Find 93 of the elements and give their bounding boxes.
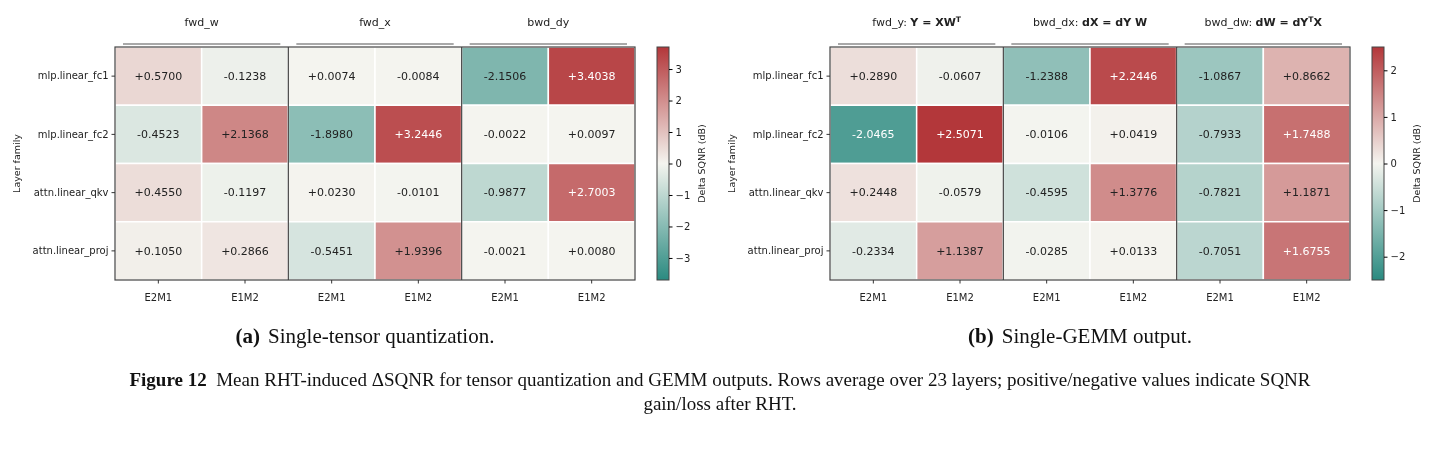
y-tick-label: mlp.linear_fc2 <box>752 128 824 141</box>
data-label: -1.2388 <box>1025 69 1068 83</box>
data-label: -0.0084 <box>397 69 440 83</box>
data-label: +0.0133 <box>1109 244 1158 258</box>
x-tick-label: E2M1 <box>317 291 346 303</box>
x-tick-label: E1M2 <box>1292 291 1321 303</box>
y-tick-label: mlp.linear_fc1 <box>752 70 824 83</box>
data-label: +0.1050 <box>134 244 183 258</box>
data-label: +2.2446 <box>1109 69 1158 83</box>
data-label: +1.3776 <box>1109 186 1158 200</box>
data-label: -1.8980 <box>310 128 353 142</box>
data-label: -0.2334 <box>852 244 895 258</box>
data-label: -0.0106 <box>1025 128 1068 142</box>
x-tick-label: E2M1 <box>491 291 519 303</box>
text: (b) Single-GEMM output. <box>968 324 1192 348</box>
data-label: -0.5451 <box>310 244 353 258</box>
x-tick-label: E1M2 <box>231 291 259 303</box>
data-label: +2.5071 <box>936 128 984 142</box>
color-bar-label: 1 <box>675 126 682 138</box>
data-label: -0.0285 <box>1025 244 1068 258</box>
data-label: +1.1387 <box>936 244 984 258</box>
y-tick-label: attn.linear_qkv <box>748 186 824 199</box>
data-label: +0.0230 <box>307 186 356 200</box>
data-label: +1.1871 <box>1282 186 1331 200</box>
x-tick-label: E2M1 <box>1206 291 1234 303</box>
y-axis-title: Layer family <box>726 133 737 193</box>
x-tick-label: E1M2 <box>1119 291 1148 303</box>
data-label: +0.2448 <box>849 186 898 200</box>
data-label: -0.1197 <box>223 186 267 200</box>
color-bar-label: −1 <box>675 189 691 201</box>
data-label: -0.7821 <box>1198 186 1242 200</box>
x-tick-label: E1M2 <box>577 291 606 303</box>
y-tick-label: mlp.linear_fc2 <box>37 128 109 141</box>
data-label: +0.4550 <box>134 186 183 200</box>
color-bar-label: 3 <box>675 63 682 75</box>
data-label: +0.0419 <box>1109 128 1158 142</box>
x-tick-label: E2M1 <box>1032 291 1061 303</box>
text: bwd_dx: dX = dY W <box>1032 16 1148 29</box>
text: fwd_x <box>359 16 392 29</box>
data-label: -0.9877 <box>483 186 527 200</box>
data-label: +0.8662 <box>1282 69 1331 83</box>
data-label: +1.6755 <box>1282 244 1331 258</box>
text: bwd_dy <box>527 16 570 29</box>
color-bar-label: 1 <box>1390 111 1397 123</box>
data-label: +0.5700 <box>134 69 183 83</box>
data-label: -0.7933 <box>1198 128 1242 142</box>
color-bar-label: −1 <box>1390 204 1406 216</box>
data-label: -0.0607 <box>938 69 982 83</box>
data-label: -0.1238 <box>223 69 267 83</box>
text: fwd_y: Y = XW$^{T}$ <box>872 14 962 29</box>
text: bwd_dw: dW = dY$^{T}$X <box>1204 14 1323 29</box>
data-label: -0.0579 <box>938 186 982 200</box>
data-label: +1.9396 <box>394 244 443 258</box>
data-label: +3.4038 <box>567 69 616 83</box>
y-tick-label: mlp.linear_fc1 <box>37 70 109 83</box>
data-label: -0.7051 <box>1198 244 1242 258</box>
data-label: +0.0097 <box>567 128 616 142</box>
y-axis-title: Layer family <box>11 133 22 193</box>
color-bar-title: Delta SQNR (dB) <box>696 124 707 203</box>
data-label: -2.0465 <box>852 128 895 142</box>
data-label: -0.0022 <box>483 128 527 142</box>
color-bar-label: 0 <box>675 158 682 170</box>
data-label: +3.2446 <box>394 128 443 142</box>
y-tick-label: attn.linear_proj <box>747 245 824 258</box>
color-bar-label: −2 <box>1390 251 1406 263</box>
data-label: +0.0074 <box>307 69 356 83</box>
data-label: +1.7488 <box>1282 128 1331 142</box>
x-tick-label: E1M2 <box>404 291 433 303</box>
color-bar-label: 2 <box>1390 65 1397 76</box>
x-tick-label: E2M1 <box>859 291 888 303</box>
data-label: +0.0080 <box>567 244 616 258</box>
y-tick-label: attn.linear_proj <box>32 245 109 258</box>
data-label: -0.4523 <box>137 128 180 142</box>
caption: Figure 12 Mean RHT-induced ΔSQNR for tensor quantization and GEMM outputs. Rows average over 23 layers; positive/negative values indicate SQNR gain/loss after RHT. <box>129 369 1311 414</box>
x-tick-label: E2M1 <box>144 291 173 303</box>
color-bar-label: 0 <box>1390 158 1397 170</box>
color-bar-label: −3 <box>675 252 691 264</box>
data-label: +0.2890 <box>849 69 898 83</box>
x-tick-label: E1M2 <box>946 291 974 303</box>
text: (a) Single-tensor quantization. <box>235 324 495 348</box>
data-label: -1.0867 <box>1198 69 1242 83</box>
data-label: +2.1368 <box>221 128 269 142</box>
data-label: +2.7003 <box>567 186 616 200</box>
data-label: -0.0101 <box>397 186 440 200</box>
data-label: -0.4595 <box>1025 186 1068 200</box>
data-label: +0.2866 <box>221 244 269 258</box>
color-bar-title: Delta SQNR (dB) <box>1411 124 1422 203</box>
color-bar-label: 2 <box>675 95 682 107</box>
data-label: -2.1506 <box>483 69 527 83</box>
color-bar-label: −2 <box>675 221 691 233</box>
y-tick-label: attn.linear_qkv <box>33 186 109 199</box>
data-label: -0.0021 <box>483 244 527 258</box>
text: fwd_w <box>184 16 219 29</box>
